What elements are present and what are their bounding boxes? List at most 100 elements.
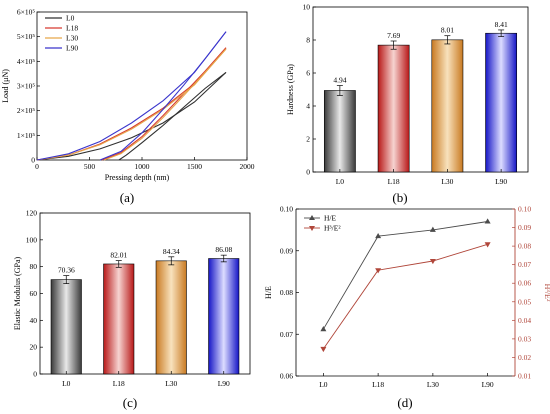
x-tick-label: L30 <box>165 379 177 388</box>
value-label-l0: 4.94 <box>333 76 346 85</box>
point-h-e-l90 <box>484 218 491 224</box>
y2-tick-label: 0.02 <box>518 353 531 362</box>
x-tick-label: L30 <box>427 380 439 389</box>
y2-tick-label: 0.06 <box>518 279 531 288</box>
panel-label-a: (a) <box>120 190 134 205</box>
bar-l0 <box>50 279 82 375</box>
panel-label-b: (b) <box>392 190 407 205</box>
y-tick-label: 60 <box>30 289 38 298</box>
panel-label-d: (d) <box>397 395 412 410</box>
y-tick-label: 0 <box>33 370 37 379</box>
bar-l18 <box>103 263 135 375</box>
loading-curve-l0 <box>36 71 227 161</box>
bar-l18 <box>377 44 410 173</box>
y-tick-label: 0 <box>31 156 35 165</box>
y-tick-label: 80 <box>30 262 38 271</box>
y-tick-label: 0.09 <box>280 246 293 255</box>
y2-tick-label: 0.10 <box>518 205 531 214</box>
y-tick-label: 100 <box>26 235 38 244</box>
y-tick-label: 0.06 <box>280 372 293 381</box>
y2-tick-label: 0.07 <box>518 260 531 269</box>
bar-l90 <box>208 258 240 375</box>
y-axis-title: Hardness (GPa) <box>286 64 295 115</box>
series-line-h-e <box>322 221 488 330</box>
legend-label-l18: L18 <box>66 24 78 33</box>
y-axis-title: H/E <box>264 286 273 299</box>
unloading-curve-l90 <box>99 31 227 161</box>
x-tick-label: L18 <box>372 380 384 389</box>
y-tick-label: 1×10⁵ <box>17 131 35 140</box>
x-tick-label: L18 <box>113 379 125 388</box>
point-h3-e2-l18 <box>375 268 382 274</box>
y-tick-label: 5×10⁵ <box>17 32 35 41</box>
x-tick-label: L90 <box>482 380 494 389</box>
y-tick-label: 2 <box>306 135 310 144</box>
panel-b-hardness-chart: 0 2 4 6 8 10 Hardness (GPa) 4.94 L0 7.69 L18 8.01 L3… <box>286 3 529 186</box>
point-h3-e2-l0 <box>320 346 327 353</box>
point-h-e-l0 <box>320 326 327 332</box>
value-label-l30: 8.01 <box>441 26 454 35</box>
value-label-l90: 8.41 <box>495 20 508 29</box>
y-tick-label: 0.07 <box>280 330 293 339</box>
plot-frame-b <box>312 6 529 173</box>
unloading-curve-l18 <box>101 47 227 161</box>
value-label-l18: 82.01 <box>110 251 127 260</box>
y-tick-label: 8 <box>306 36 310 45</box>
legend-marker-h3-e2 <box>309 226 315 231</box>
unloading-curve-l30 <box>104 48 227 161</box>
y2-axis-title: H³/E² <box>543 284 550 302</box>
y-tick-label: 0 <box>306 168 310 177</box>
value-label-l90: 86.08 <box>215 245 232 254</box>
y2-tick-label: 0.09 <box>518 223 531 232</box>
x-tick-label: L30 <box>441 177 453 186</box>
x-tick-label: L0 <box>319 380 328 389</box>
y2-tick-label: 0.03 <box>518 334 531 343</box>
point-h-e-l18 <box>375 232 382 239</box>
point-h-e-l30 <box>429 226 436 232</box>
y-tick-label: 2×10⁵ <box>17 106 35 115</box>
panel-label-c: (c) <box>123 395 137 410</box>
y-tick-label: 4 <box>306 102 310 111</box>
panel-a-load-depth-chart: 0 500 1000 1500 2000 0 1×10⁵ 2×10⁵ 3×10⁵ 4×10⁵ 5×1… <box>1 8 255 183</box>
y-tick-label: 6×10⁵ <box>17 8 35 17</box>
value-label-l30: 84.34 <box>163 247 180 256</box>
panel-c-elastic-modulus-chart: 0 20 40 60 80 100 120 Elastic Modulus (GPa) 70.3… <box>13 209 251 388</box>
x-tick-label: 1500 <box>187 162 202 171</box>
legend-label-h-e: H/E <box>324 214 337 223</box>
x-tick-label: L18 <box>388 177 400 186</box>
point-h3-e2-l30 <box>429 258 436 265</box>
y-axis-title: Elastic Modulus (GPa) <box>13 257 22 331</box>
legend-marker-h-e <box>309 215 315 220</box>
unloading-curve-l0 <box>118 71 227 161</box>
x-tick-label: 500 <box>84 162 96 171</box>
y2-tick-label: 0.08 <box>518 242 531 251</box>
x-axis-title: Pressing depth (nm) <box>105 173 170 182</box>
x-tick-label: L90 <box>495 177 507 186</box>
legend-label-l90: L90 <box>66 44 78 53</box>
x-tick-label: L90 <box>218 379 230 388</box>
y2-tick-label: 0.01 <box>518 372 531 381</box>
bar-l30 <box>431 39 464 173</box>
bar-l90 <box>485 32 518 173</box>
panel-d-ratio-chart: 0.06 0.07 0.08 0.09 0.10 0.01 0.02 0.03 0.04 0.05… <box>264 205 550 390</box>
series-line-h3-e2 <box>323 243 488 350</box>
bar-l0 <box>323 90 356 173</box>
y-axis-title: Load (μN) <box>1 69 10 103</box>
y-tick-label: 3×10⁵ <box>17 82 35 91</box>
x-tick-label: L0 <box>62 379 71 388</box>
x-tick-label: 2000 <box>240 162 255 171</box>
y-tick-label: 10 <box>303 3 311 12</box>
y-tick-label: 0.08 <box>280 288 293 297</box>
y-tick-label: 6 <box>306 69 310 78</box>
loading-curve-l18 <box>36 47 227 161</box>
bar-l30 <box>155 260 187 375</box>
loading-curve-l30 <box>36 48 227 161</box>
y-tick-label: 4×10⁵ <box>17 57 35 66</box>
y2-tick-label: 0.04 <box>518 316 531 325</box>
value-label-l18: 7.69 <box>387 31 400 40</box>
legend-label-h3-e2: H³/E² <box>324 224 341 233</box>
y-tick-label: 0.10 <box>280 205 293 214</box>
x-tick-label: 0 <box>35 162 39 171</box>
point-h3-e2-l90 <box>484 242 491 248</box>
